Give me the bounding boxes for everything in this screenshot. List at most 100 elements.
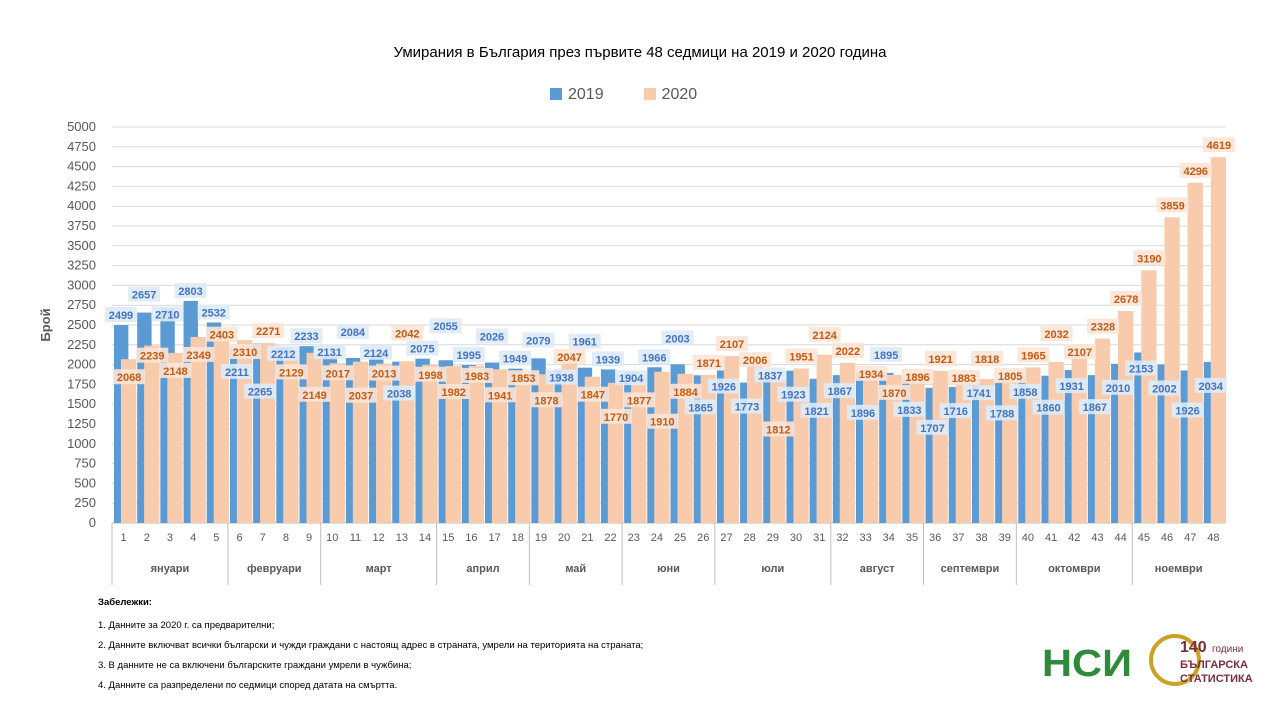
- bar-2020: [607, 382, 624, 523]
- data-label-2019: 1923: [781, 390, 805, 402]
- data-label-2020: 1883: [952, 373, 976, 385]
- x-tick-label: 43: [1091, 532, 1103, 544]
- y-tick-label: 750: [74, 456, 96, 471]
- x-tick-label: 21: [581, 532, 593, 544]
- bar-2020: [260, 343, 276, 523]
- data-label-2019-bg: [220, 363, 253, 379]
- data-label-2019: 2026: [480, 332, 504, 344]
- data-label-2020: 2068: [117, 372, 141, 384]
- anniversary-logo-ring: [1149, 634, 1201, 686]
- data-label-2020-bg: [924, 350, 957, 366]
- data-label-2020: 1982: [441, 387, 465, 399]
- bar-2020: [538, 374, 554, 523]
- data-label-2020: 2403: [210, 330, 234, 342]
- data-label-2019-bg: [313, 344, 346, 360]
- data-label-2020-bg: [298, 386, 331, 402]
- bar-2020: [1164, 217, 1180, 524]
- data-label-2019-bg: [731, 398, 764, 414]
- data-label-2020: 1884: [673, 387, 698, 399]
- data-label-2019: 1858: [1013, 387, 1037, 399]
- data-label-2020: 3859: [1160, 200, 1184, 212]
- data-label-2019-bg: [638, 349, 671, 365]
- data-label-2020-bg: [321, 365, 354, 381]
- data-label-2019-bg: [1032, 399, 1065, 415]
- data-label-2019: 2153: [1129, 363, 1153, 375]
- data-label-2019-bg: [290, 328, 323, 344]
- data-label-2019-bg: [244, 383, 277, 399]
- data-label-2020-bg: [785, 348, 818, 364]
- data-label-2019-bg: [615, 370, 648, 386]
- data-label-2019-bg: [475, 328, 508, 344]
- data-label-2020-bg: [1156, 197, 1189, 213]
- data-label-2020: 1847: [581, 390, 605, 402]
- x-tick-label: 23: [628, 532, 640, 544]
- legend-item-2019: 2019: [550, 86, 604, 104]
- data-label-2019: 2084: [341, 327, 366, 339]
- bar-2020: [306, 352, 322, 523]
- x-tick-label: 12: [373, 532, 385, 544]
- y-tick-label: 3000: [67, 277, 96, 292]
- y-tick-label: 1000: [67, 436, 96, 451]
- y-tick-label: 2250: [67, 337, 96, 352]
- data-label-2020: 2017: [326, 368, 350, 380]
- x-tick-label: 15: [442, 532, 454, 544]
- x-tick-label: 4: [190, 532, 196, 544]
- data-label-2020: 1770: [604, 412, 628, 424]
- x-tick-label: 18: [512, 532, 524, 544]
- data-label-2019: 2055: [433, 321, 457, 333]
- data-label-2019-bg: [1171, 402, 1204, 418]
- data-label-2020: 1921: [928, 354, 952, 366]
- data-label-2020-bg: [878, 384, 911, 400]
- x-tick-label: 34: [883, 532, 895, 544]
- bar-2020: [723, 356, 740, 523]
- data-label-2019-bg: [197, 304, 230, 320]
- bar-2020: [352, 361, 369, 523]
- data-label-2019-bg: [406, 340, 439, 356]
- y-tick-label: 3750: [67, 218, 96, 233]
- data-label-2019: 2010: [1106, 383, 1130, 395]
- y-tick-label: 5000: [67, 119, 96, 134]
- data-label-2019: 1895: [874, 350, 898, 362]
- data-label-2019: 1716: [943, 406, 967, 418]
- bar-2020: [1071, 356, 1087, 523]
- x-tick-label: 37: [952, 532, 964, 544]
- anniversary-text2: СТАТИСТИКА: [1180, 673, 1253, 685]
- bar-2020: [747, 364, 763, 523]
- data-label-2020-bg: [368, 365, 401, 381]
- data-label-2019: 1741: [967, 388, 991, 400]
- x-tick-label: 3: [167, 532, 173, 544]
- anniversary-number: 140: [1180, 639, 1207, 656]
- x-tick-label: 28: [744, 532, 756, 544]
- data-label-2020: 2042: [395, 328, 419, 340]
- data-label-2019-bg: [962, 385, 995, 401]
- data-label-2019: 1788: [990, 408, 1014, 420]
- month-label: май: [565, 563, 586, 575]
- data-label-2020-bg: [739, 352, 772, 368]
- data-label-2019: 1961: [572, 337, 596, 349]
- data-label-2019-bg: [1194, 377, 1227, 393]
- y-tick-label: 250: [74, 495, 96, 510]
- legend-label: 2019: [568, 86, 604, 103]
- data-label-2020: 1934: [859, 369, 884, 381]
- data-label-2020-bg: [530, 392, 563, 408]
- month-label: октомври: [1048, 563, 1100, 575]
- note-item: 4. Данните са разпределени по седмици сп…: [98, 680, 398, 691]
- data-label-2019: 1837: [758, 371, 782, 383]
- data-label-2020: 1998: [418, 370, 442, 382]
- data-label-2019: 2212: [271, 349, 295, 361]
- data-label-2020-bg: [182, 346, 215, 362]
- data-label-2019: 1833: [897, 405, 921, 417]
- data-label-2020: 2148: [163, 366, 187, 378]
- data-label-2019-bg: [823, 383, 856, 399]
- data-label-2020-bg: [391, 325, 424, 341]
- data-label-2020: 1878: [534, 395, 558, 407]
- bar-2020: [190, 336, 206, 523]
- data-label-2020: 2349: [186, 350, 210, 362]
- data-label-2020-bg: [1179, 162, 1212, 178]
- data-label-2019: 2710: [155, 309, 179, 321]
- data-label-2019: 1821: [804, 406, 828, 418]
- data-label-2019: 1926: [712, 381, 736, 393]
- data-label-2020-bg: [901, 368, 934, 384]
- data-label-2019: 1707: [920, 423, 944, 435]
- data-label-2020-bg: [275, 364, 308, 380]
